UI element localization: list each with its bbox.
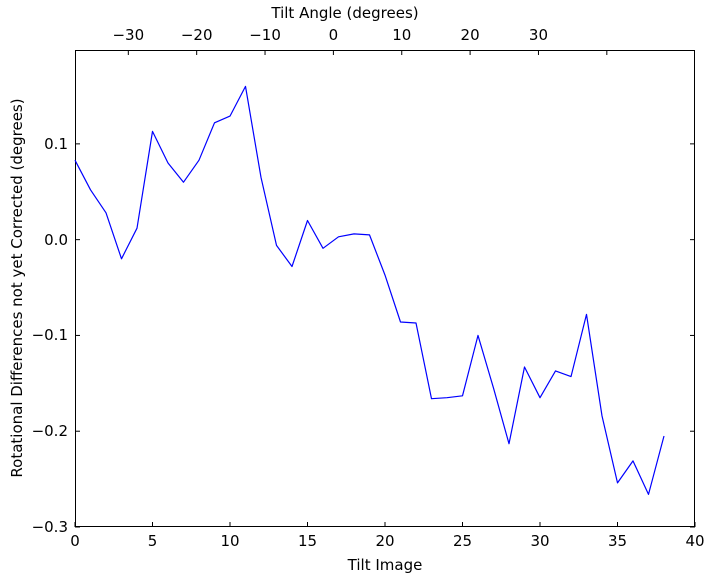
y-axis-label: Rotational Differences not yet Corrected… — [8, 98, 26, 478]
y-tick-label: −0.2 — [31, 422, 68, 441]
x-tick-label-bottom: 30 — [530, 532, 550, 550]
x-tick-label-top: 20 — [460, 26, 480, 44]
line-chart — [74, 50, 696, 528]
x-tick-label-top: 30 — [528, 26, 548, 44]
x-tick-label-top: −10 — [249, 26, 281, 44]
y-tick-label: −0.3 — [31, 518, 68, 536]
x-tick-label-bottom: 10 — [220, 532, 240, 550]
x-tick-label-bottom: 40 — [685, 532, 705, 550]
y-tick-label: −0.1 — [31, 326, 68, 345]
data-line-rotational-difference-per-tilt-image — [74, 85, 665, 495]
x-tick-label-bottom: 15 — [297, 532, 318, 550]
axes-frame — [75, 50, 695, 527]
x-tick-label-bottom: 5 — [147, 532, 158, 550]
top-axis-label: Tilt Angle (degrees) — [271, 4, 419, 22]
x-tick-label-top: 10 — [392, 26, 412, 44]
y-tick-label: 0.1 — [44, 134, 68, 153]
x-tick-label-top: −20 — [180, 26, 213, 44]
x-tick-label-bottom: 35 — [607, 532, 628, 550]
bottom-axis-label: Tilt Image — [347, 556, 423, 574]
x-tick-label-top: 0 — [328, 26, 339, 44]
x-tick-label-top: −30 — [112, 26, 145, 44]
x-tick-label-bottom: 0 — [70, 532, 80, 550]
x-tick-label-bottom: 25 — [452, 532, 473, 550]
plot-area — [74, 50, 696, 528]
y-tick-label: 0.0 — [44, 230, 68, 249]
x-tick-label-bottom: 20 — [375, 532, 395, 550]
